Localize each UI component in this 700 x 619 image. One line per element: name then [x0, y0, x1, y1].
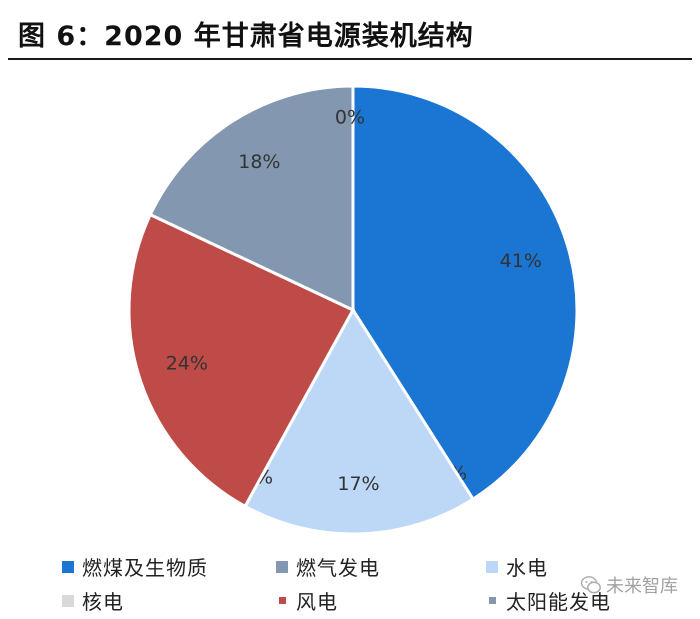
pie-slice	[127, 212, 356, 509]
legend-label: 燃煤及生物质	[82, 556, 208, 580]
figure-title: 图 6：2020 年甘肃省电源装机结构	[18, 21, 474, 52]
legend-label: 水电	[506, 556, 548, 580]
pie-slice	[243, 307, 476, 536]
wechat-icon	[580, 576, 601, 594]
pie-slice	[148, 84, 355, 313]
slice-data-label: 17%	[337, 473, 379, 495]
slice-data-label: 24%	[166, 352, 208, 374]
legend-swatch	[279, 597, 286, 604]
legend-swatch	[276, 560, 288, 573]
watermark: 未来智库	[580, 572, 678, 598]
legend-item-coal: 燃煤及生物质	[62, 552, 208, 581]
legend-swatch	[486, 560, 498, 573]
legend-swatch	[62, 560, 74, 573]
legend-swatch	[489, 597, 496, 604]
legend-swatch	[62, 594, 74, 607]
title-divider	[8, 58, 692, 60]
legend-item-solar: 太阳能发电	[486, 586, 611, 615]
legend-item-nuclear: 核电	[62, 586, 124, 615]
slice-data-label: 0%	[335, 107, 365, 129]
legend-label: 太阳能发电	[506, 590, 611, 614]
legend-label: 风电	[296, 590, 338, 614]
slice-data-label: 18%	[238, 151, 280, 173]
slice-data-label: 41%	[500, 250, 542, 272]
watermark-text: 未来智库	[606, 576, 678, 597]
legend-item-wind: 风电	[276, 586, 338, 615]
legend-item-hydro: 水电	[486, 552, 548, 581]
legend-label: 燃气发电	[296, 556, 380, 580]
legend-label: 核电	[82, 590, 124, 614]
legend-item-gas: 燃气发电	[276, 552, 380, 581]
